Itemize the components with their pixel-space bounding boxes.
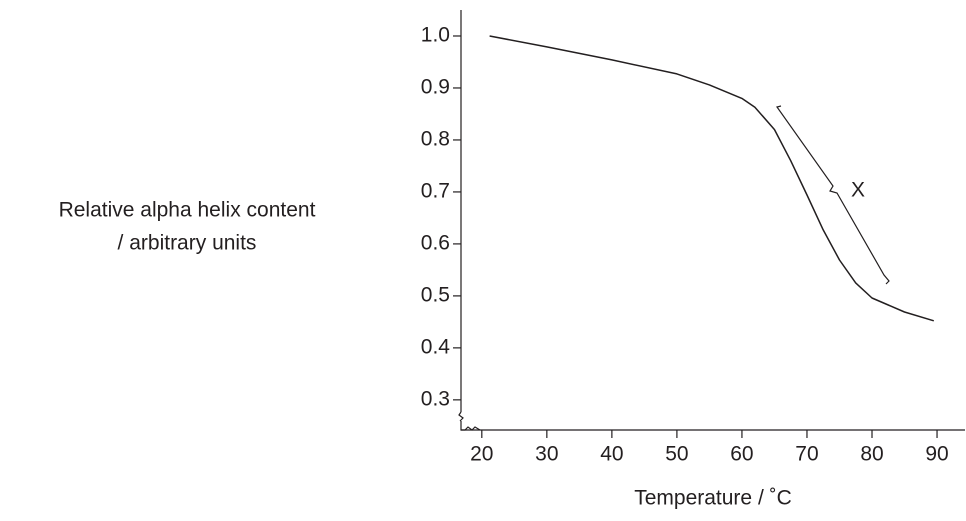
y-tick-label: 0.7 — [421, 179, 450, 202]
data-line — [489, 35, 935, 322]
y-axis-label: / arbitrary units — [118, 232, 257, 255]
y-axis-label: Relative alpha helix content — [59, 199, 316, 222]
annotation: X — [851, 179, 865, 202]
x-tick-label: 40 — [600, 443, 623, 466]
x-tick-label: 50 — [665, 443, 688, 466]
x-tick-label: 70 — [795, 443, 818, 466]
y-tick-label: 0.4 — [421, 335, 451, 358]
x-tick-label: 20 — [470, 443, 493, 466]
axes — [460, 10, 965, 431]
y-tick-label: 0.8 — [421, 127, 450, 150]
x-tick-label: 60 — [730, 443, 753, 466]
y-tick-label: 0.5 — [421, 283, 450, 306]
y-tick-label: 0.3 — [421, 387, 450, 410]
y-tick-label: 1.0 — [421, 24, 450, 47]
x-tick-label: 90 — [925, 443, 948, 466]
y-tick-label: 0.6 — [421, 231, 450, 254]
x-axis-label: Temperature / ˚C — [634, 487, 792, 510]
y-tick-label: 0.9 — [421, 76, 450, 99]
x-tick-label: 30 — [535, 443, 558, 466]
x-tick-label: 80 — [860, 443, 883, 466]
axis-break — [458, 411, 481, 431]
bracket — [776, 105, 890, 285]
